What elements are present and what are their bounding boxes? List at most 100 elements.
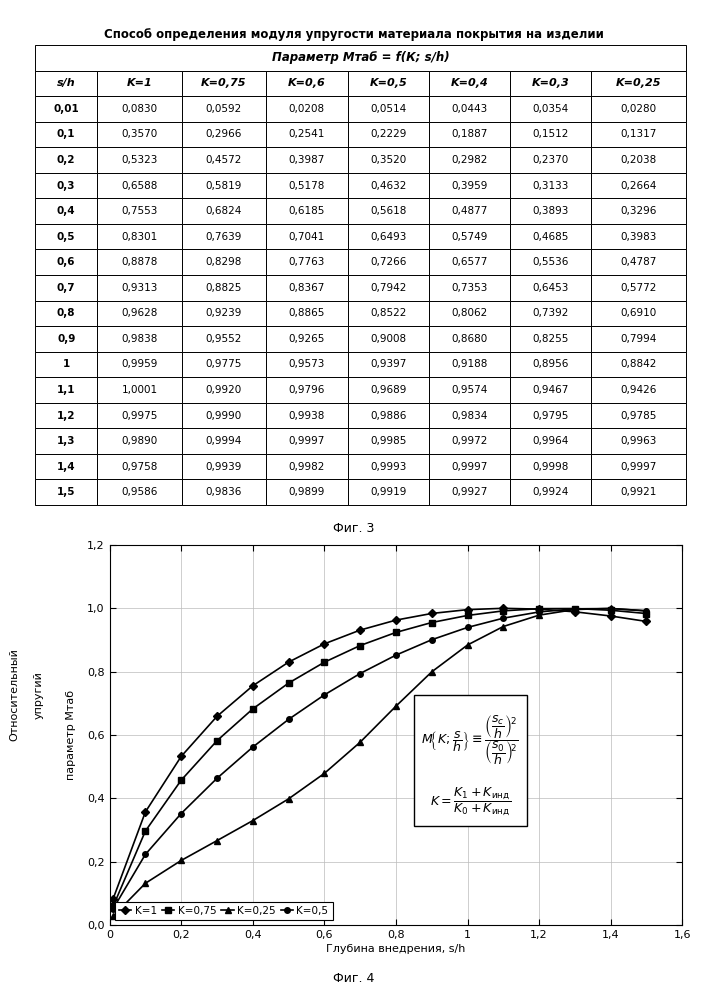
Bar — [35, 122, 97, 147]
Text: 0,1887: 0,1887 — [451, 129, 488, 139]
Bar — [510, 479, 592, 505]
Bar — [429, 198, 510, 224]
Text: 1,5: 1,5 — [57, 487, 76, 497]
Text: 0,4572: 0,4572 — [206, 155, 243, 165]
Bar — [429, 454, 510, 479]
Text: K=0,3: K=0,3 — [532, 78, 570, 88]
Bar — [429, 122, 510, 147]
Text: 0,7266: 0,7266 — [370, 257, 407, 267]
Text: 0,9959: 0,9959 — [121, 359, 158, 369]
Text: упругий: упругий — [34, 671, 44, 719]
Text: s/h: s/h — [57, 78, 76, 88]
Line: K=0,25: K=0,25 — [110, 606, 649, 919]
Bar — [35, 403, 97, 428]
Text: 0,9886: 0,9886 — [370, 411, 407, 421]
Bar — [348, 96, 429, 122]
K=0,5 — [428, 634, 436, 646]
Bar — [348, 403, 429, 428]
Bar — [510, 352, 592, 377]
Bar — [592, 403, 686, 428]
K=1 — [284, 656, 293, 668]
Text: 0,9921: 0,9921 — [621, 487, 657, 497]
Bar — [35, 198, 97, 224]
Text: 0,9964: 0,9964 — [532, 436, 569, 446]
Text: 0,5772: 0,5772 — [621, 283, 657, 293]
Bar — [35, 326, 97, 352]
K=0,75 — [463, 609, 472, 621]
K=0,25 — [320, 767, 329, 779]
Text: 0,9939: 0,9939 — [206, 462, 243, 472]
Text: 0,6453: 0,6453 — [532, 283, 569, 293]
Bar — [510, 428, 592, 454]
K=0,25 — [642, 605, 650, 617]
K=0,5 — [463, 621, 472, 633]
Bar — [429, 275, 510, 301]
Bar — [267, 198, 348, 224]
Text: 0,9994: 0,9994 — [206, 436, 243, 446]
Bar — [348, 122, 429, 147]
Bar — [182, 301, 267, 326]
Text: 0,1512: 0,1512 — [532, 129, 569, 139]
Bar — [348, 352, 429, 377]
Text: 0,0514: 0,0514 — [370, 104, 407, 114]
Bar — [348, 198, 429, 224]
Bar — [97, 173, 182, 198]
Bar — [35, 147, 97, 173]
Bar — [182, 122, 267, 147]
Bar — [592, 147, 686, 173]
Text: 0,9573: 0,9573 — [288, 359, 325, 369]
Text: 0,8956: 0,8956 — [532, 359, 569, 369]
K=1 — [428, 607, 436, 619]
K=0,5 — [141, 848, 150, 860]
Bar — [510, 249, 592, 275]
K=0,25 — [607, 602, 615, 614]
K=0,5 — [534, 606, 543, 618]
Text: 0,9552: 0,9552 — [206, 334, 243, 344]
Text: 1,1: 1,1 — [57, 385, 76, 395]
Bar — [429, 301, 510, 326]
Text: 0,6588: 0,6588 — [121, 181, 158, 191]
Text: 0,9899: 0,9899 — [288, 487, 325, 497]
K=1 — [534, 603, 543, 615]
Text: 0,9188: 0,9188 — [451, 359, 488, 369]
Text: 0,9795: 0,9795 — [532, 411, 569, 421]
K=0,75 — [642, 608, 650, 620]
K=0,75 — [356, 640, 364, 652]
K=0,75 — [249, 703, 257, 715]
Bar — [182, 96, 267, 122]
Bar — [348, 454, 429, 479]
X-axis label: Глубина внедрения, s/h: Глубина внедрения, s/h — [326, 944, 466, 954]
Text: 0,2370: 0,2370 — [532, 155, 569, 165]
Text: 0,9997: 0,9997 — [451, 462, 488, 472]
Bar — [592, 428, 686, 454]
Text: 0,9927: 0,9927 — [451, 487, 488, 497]
Text: 0,5536: 0,5536 — [532, 257, 569, 267]
Bar — [182, 224, 267, 249]
K=0,75 — [499, 605, 508, 617]
K=0,25 — [463, 639, 472, 651]
Text: 0,4877: 0,4877 — [451, 206, 488, 216]
Text: 0,0592: 0,0592 — [206, 104, 242, 114]
K=0,5 — [213, 772, 221, 784]
Bar — [97, 403, 182, 428]
Bar — [97, 326, 182, 352]
Text: 0,9997: 0,9997 — [288, 436, 325, 446]
Bar — [592, 352, 686, 377]
Bar — [35, 479, 97, 505]
K=1 — [141, 806, 150, 818]
Text: 1,2: 1,2 — [57, 411, 76, 421]
Bar — [35, 71, 97, 96]
Bar — [182, 326, 267, 352]
K=0,25 — [499, 621, 508, 633]
Text: 0,9586: 0,9586 — [121, 487, 158, 497]
Text: 0,9924: 0,9924 — [532, 487, 569, 497]
Text: 0,0443: 0,0443 — [451, 104, 488, 114]
Text: Способ определения модуля упругости материала покрытия на изделии: Способ определения модуля упругости мате… — [103, 28, 604, 41]
Bar — [35, 352, 97, 377]
K=1 — [499, 602, 508, 614]
K=0,25 — [284, 793, 293, 805]
Text: 0,8301: 0,8301 — [122, 232, 158, 242]
Bar — [267, 122, 348, 147]
Bar — [348, 173, 429, 198]
Text: 0,8522: 0,8522 — [370, 308, 407, 318]
